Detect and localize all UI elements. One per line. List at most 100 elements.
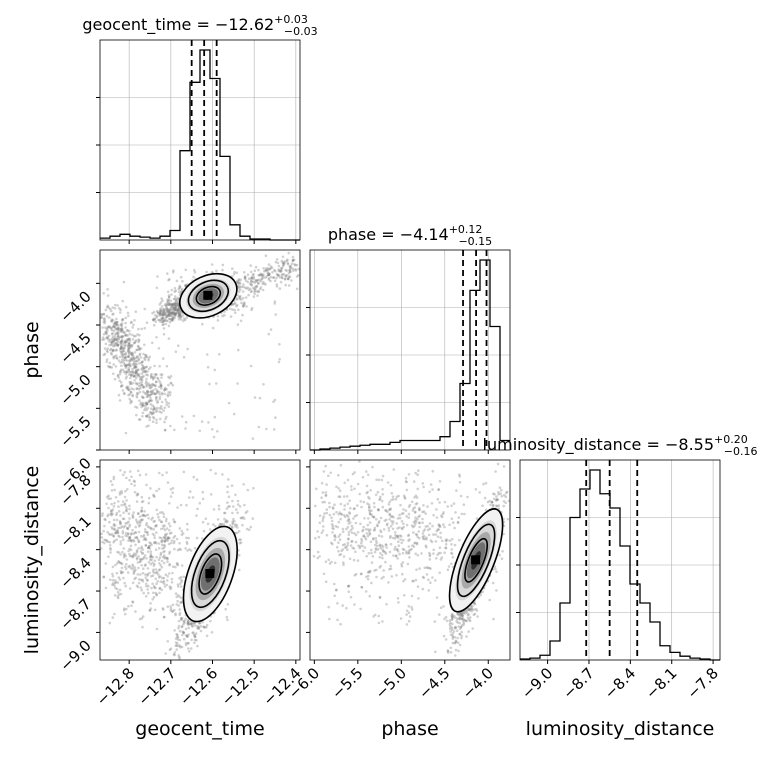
luminosity_distance-vs-phase-point <box>408 538 411 541</box>
luminosity_distance-vs-geocent_time-point <box>144 543 148 547</box>
phase-vs-geocent_time-point <box>115 348 118 352</box>
phase-vs-geocent_time-point <box>145 402 149 406</box>
phase-vs-geocent_time-point <box>277 268 281 271</box>
phase-vs-geocent_time-point <box>284 274 288 278</box>
luminosity_distance-vs-phase-point <box>342 561 345 564</box>
luminosity_distance-vs-geocent_time-point <box>243 517 246 520</box>
phase-vs-geocent_time-point <box>133 341 137 345</box>
phase-vs-geocent_time-point <box>170 312 174 315</box>
phase-vs-geocent_time-point <box>275 272 279 276</box>
luminosity_distance-vs-phase-point <box>339 502 343 506</box>
luminosity_distance-vs-phase-point <box>371 555 375 558</box>
luminosity_distance-vs-geocent_time-point <box>191 631 194 635</box>
luminosity_distance-vs-geocent_time-point <box>150 527 153 531</box>
phase-vs-geocent_time-point <box>109 307 112 311</box>
luminosity_distance-vs-phase-point <box>438 501 441 504</box>
luminosity_distance-vs-phase-point <box>389 534 392 538</box>
luminosity_distance-vs-geocent_time-point <box>236 531 239 535</box>
luminosity_distance-vs-geocent_time-point <box>125 558 129 561</box>
luminosity_distance-vs-geocent_time-point <box>141 571 145 575</box>
luminosity_distance-vs-geocent_time-point <box>252 486 255 490</box>
phase-vs-geocent_time-point <box>121 384 124 387</box>
luminosity_distance-vs-geocent_time-point <box>111 533 114 536</box>
phase-vs-geocent_time-point <box>122 280 126 284</box>
luminosity_distance-vs-geocent_time-xtick-label-1: −12.7 <box>134 664 179 709</box>
luminosity_distance-vs-geocent_time-point <box>157 568 161 572</box>
phase-vs-geocent_time-point <box>151 389 155 392</box>
phase-vs-geocent_time-point <box>205 270 208 274</box>
luminosity_distance-vs-phase-point <box>458 481 462 484</box>
phase-vs-geocent_time-point <box>152 415 155 419</box>
phase-vs-geocent_time-point <box>128 350 131 353</box>
phase-vs-geocent_time-point <box>150 392 154 395</box>
phase-vs-geocent_time-point <box>159 310 162 313</box>
phase-vs-geocent_time-point <box>241 305 245 308</box>
luminosity_distance-vs-phase-point <box>324 491 328 494</box>
phase-vs-geocent_time-point <box>123 364 127 368</box>
luminosity_distance-vs-geocent_time-point <box>148 571 151 575</box>
luminosity_distance-vs-geocent_time-point <box>161 576 164 580</box>
luminosity_distance-vs-phase-point <box>343 504 347 507</box>
phase-vs-geocent_time-point <box>158 318 161 322</box>
phase-vs-geocent_time-contour-2 <box>195 285 222 306</box>
luminosity_distance-vs-phase-point <box>396 534 400 538</box>
luminosity_distance-vs-geocent_time-point <box>192 631 195 634</box>
luminosity_distance-vs-geocent_time-point <box>145 523 148 527</box>
luminosity_distance-vs-phase-point <box>348 512 352 515</box>
luminosity_distance-vs-geocent_time-point <box>225 520 229 524</box>
phase-vs-geocent_time-point <box>167 303 170 306</box>
luminosity_distance-vs-geocent_time-point <box>176 563 180 567</box>
phase-vs-geocent_time-point <box>112 325 115 329</box>
luminosity_distance-vs-phase-point <box>330 541 333 545</box>
phase-vs-geocent_time-point <box>273 302 277 305</box>
luminosity_distance-vs-geocent_time-point <box>146 531 149 534</box>
phase-vs-geocent_time-point <box>151 375 155 379</box>
luminosity_distance-vs-geocent_time-xlabel: geocent_time <box>135 718 264 740</box>
luminosity_distance-vs-geocent_time-point <box>136 512 140 515</box>
phase-vs-geocent_time-point <box>259 272 263 276</box>
phase-vs-geocent_time-point <box>139 356 143 359</box>
phase-vs-geocent_time-point <box>126 386 129 390</box>
luminosity_distance-vs-geocent_time-point <box>157 542 161 545</box>
luminosity_distance-vs-geocent_time-point <box>119 522 122 526</box>
phase-vs-geocent_time-contour-1 <box>187 279 230 313</box>
phase-vs-geocent_time-point <box>136 344 140 348</box>
phase-vs-geocent_time-point <box>132 375 136 378</box>
phase-vs-geocent_time-point <box>273 398 277 402</box>
phase-vs-geocent_time-point <box>177 344 180 348</box>
luminosity_distance-vs-phase-point <box>387 503 391 506</box>
phase-vs-geocent_time-point <box>137 418 141 421</box>
luminosity_distance-vs-phase-point <box>356 559 360 562</box>
luminosity_distance-vs-geocent_time-point <box>246 488 250 492</box>
phase-vs-geocent_time-point <box>152 407 156 411</box>
phase-vs-geocent_time-point <box>163 318 167 322</box>
luminosity_distance-vs-geocent_time-point <box>125 509 128 513</box>
luminosity_distance-vs-phase-point <box>450 504 453 508</box>
phase-vs-geocent_time-point <box>236 323 240 326</box>
phase-vs-geocent_time-point <box>171 384 175 387</box>
phase-vs-geocent_time-point <box>106 364 110 368</box>
luminosity_distance-vs-phase-point <box>400 541 404 545</box>
luminosity_distance-vs-phase-point <box>454 648 458 652</box>
phase-vs-geocent_time-point <box>283 262 286 265</box>
luminosity_distance-vs-geocent_time-point <box>124 612 127 616</box>
phase-vs-geocent_time-point <box>228 307 232 311</box>
phase-vs-geocent_time-point <box>112 339 116 343</box>
phase-vs-geocent_time-point <box>115 356 118 360</box>
luminosity_distance-vs-geocent_time-point <box>193 635 197 639</box>
phase-vs-geocent_time-point <box>138 339 141 342</box>
phase-vs-geocent_time-point <box>145 414 149 418</box>
phase-vs-geocent_time-point <box>170 304 174 307</box>
phase-vs-geocent_time-point <box>126 329 129 332</box>
phase-vs-geocent_time-point <box>235 271 239 275</box>
luminosity_distance-vs-geocent_time-point <box>247 528 251 532</box>
phase-vs-geocent_time-point <box>285 259 289 263</box>
phase-vs-geocent_time-point <box>128 344 131 348</box>
luminosity_distance-vs-geocent_time-point <box>201 620 204 624</box>
phase-vs-geocent_time-point <box>173 308 176 312</box>
phase-vs-geocent_time-point <box>147 415 150 419</box>
phase-vs-geocent_time-point <box>116 304 119 307</box>
luminosity_distance-vs-geocent_time-point <box>131 554 135 558</box>
luminosity_distance-vs-geocent_time-point <box>181 630 185 633</box>
phase-vs-geocent_time-point <box>160 297 163 300</box>
